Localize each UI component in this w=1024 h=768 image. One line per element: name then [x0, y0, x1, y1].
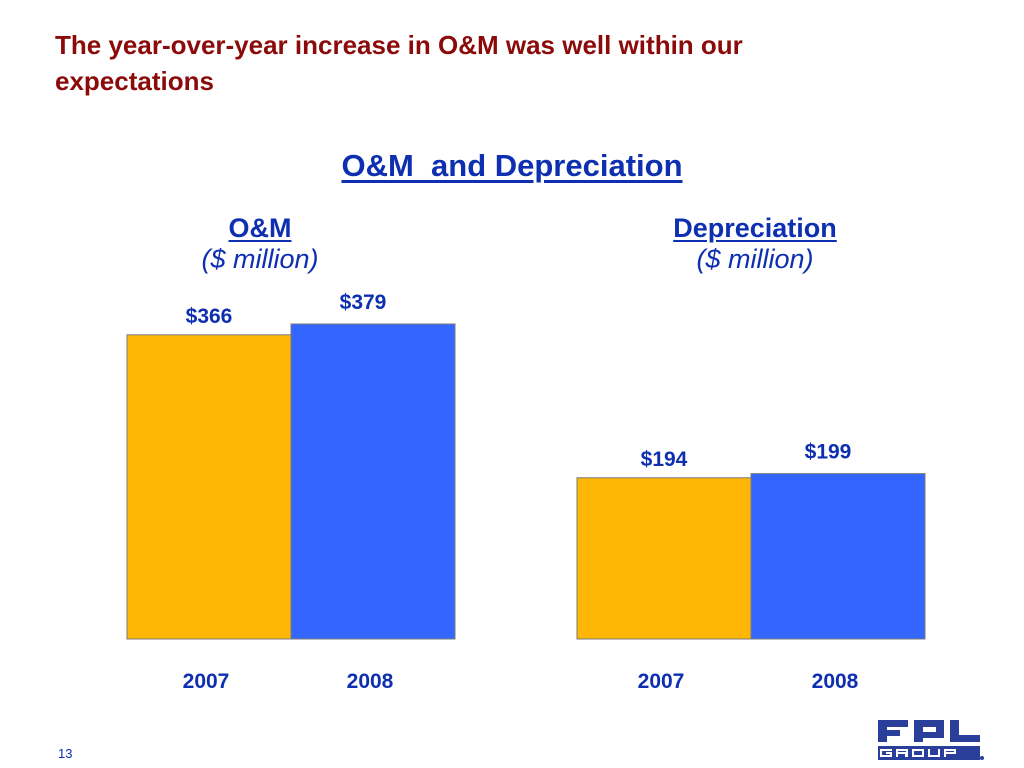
om-bar-2008	[290, 323, 456, 640]
depreciation-bar-2008	[750, 473, 926, 640]
om-value-label-2008: $379	[340, 291, 387, 314]
page-number: 13	[58, 746, 73, 761]
depreciation-category-label-2007: 2007	[638, 670, 685, 693]
depreciation-panel-unit: ($ million)	[696, 244, 814, 274]
om-value-label-2007: $366	[186, 305, 233, 328]
om-category-label-2008: 2008	[347, 670, 394, 693]
depreciation-category-label-2008: 2008	[812, 670, 859, 693]
depreciation-panel-title: Depreciation	[673, 213, 837, 243]
depreciation-bar-2007	[576, 477, 752, 640]
depreciation-value-label-2007: $194	[641, 448, 688, 471]
om-panel-unit: ($ million)	[201, 244, 319, 274]
depreciation-value-label-2008: $199	[805, 441, 852, 464]
chart-heading: O&M and Depreciation	[341, 148, 683, 183]
om-bar-2007	[126, 334, 292, 640]
slide-title: The year-over-year increase in O&M was w…	[55, 30, 743, 96]
om-category-label-2007: 2007	[183, 670, 230, 693]
fpl-group-logo	[878, 720, 984, 760]
om-panel-title: O&M	[228, 213, 292, 243]
